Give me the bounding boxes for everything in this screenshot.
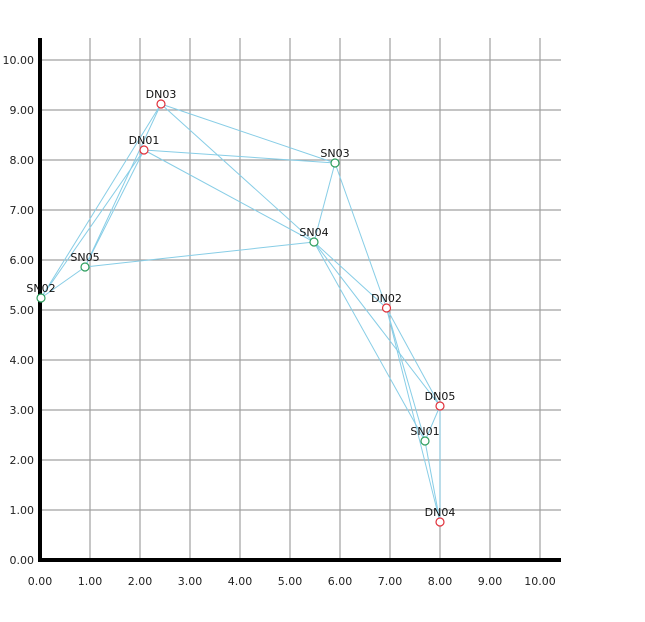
edge-SN03-SN04	[313, 162, 336, 243]
edge-DN03-SN03	[160, 103, 336, 164]
node-point-SN01	[420, 436, 430, 446]
y-tick-label: 3.00	[10, 404, 35, 417]
x-tick-label: 3.00	[178, 575, 203, 588]
node-label-SN04: SN04	[299, 226, 328, 239]
y-tick-label: 4.00	[10, 354, 35, 367]
x-tick-label: 10.00	[524, 575, 556, 588]
tick-labels: 0.00 1.00 2.00 3.00 4.00 5.00 6.00 7.00 8.00 9.00…	[3, 54, 556, 588]
edge-SN01-DN04	[424, 440, 441, 523]
grid-lines	[40, 38, 561, 560]
edge-SN02-SN05	[40, 266, 86, 299]
node-label-SN05: SN05	[70, 251, 99, 264]
edge-SN04-DN05	[313, 241, 441, 407]
x-tick-label: 0.00	[28, 575, 53, 588]
y-tick-label: 7.00	[10, 204, 35, 217]
edge-SN05-DN01	[84, 149, 145, 268]
node-label-SN03: SN03	[320, 147, 349, 160]
edge-SN03-DN02	[334, 162, 387, 309]
edge-SN05-DN03	[84, 103, 162, 268]
node-point-DN01	[139, 145, 149, 155]
edge-SN04-SN01	[313, 241, 426, 442]
node-label-SN01: SN01	[410, 425, 439, 438]
node-point-SN03	[330, 158, 340, 168]
axes	[38, 38, 561, 562]
x-tick-label: 9.00	[478, 575, 503, 588]
node-point-SN05	[80, 262, 90, 272]
nodes	[36, 99, 445, 527]
edge-SN05-SN04	[84, 241, 315, 268]
x-tick-label: 5.00	[278, 575, 303, 588]
edge-DN03-SN04	[160, 103, 315, 243]
edge-DN05-SN01	[424, 405, 441, 442]
x-tick-label: 8.00	[428, 575, 453, 588]
node-point-DN04	[435, 517, 445, 527]
node-labels: DN01 DN02 DN03 DN04 DN05 SN01 SN02 SN03 SN04 SN05	[26, 88, 455, 519]
edge-DN02-SN01	[386, 307, 426, 442]
node-point-SN02	[36, 293, 46, 303]
y-tick-label: 8.00	[10, 154, 35, 167]
x-tick-label: 2.00	[128, 575, 153, 588]
y-tick-label: 0.00	[10, 554, 35, 567]
edge-SN04-DN02	[313, 241, 387, 309]
node-label-DN01: DN01	[129, 134, 160, 147]
node-label-DN03: DN03	[146, 88, 177, 101]
node-label-DN05: DN05	[425, 390, 456, 403]
node-label-DN02: DN02	[371, 292, 402, 305]
x-tick-label: 4.00	[228, 575, 253, 588]
node-label-SN02: SN02	[26, 282, 55, 295]
edge-DN01-SN03	[143, 149, 336, 164]
y-tick-label: 2.00	[10, 454, 35, 467]
y-tick-label: 10.00	[3, 54, 35, 67]
edges	[40, 103, 441, 523]
node-point-DN03	[156, 99, 166, 109]
x-tick-label: 7.00	[378, 575, 403, 588]
edge-SN02-DN01	[40, 149, 145, 299]
y-tick-label: 5.00	[10, 304, 35, 317]
edge-DN02-DN05	[386, 307, 441, 407]
node-point-SN04	[309, 237, 319, 247]
y-tick-label: 9.00	[10, 104, 35, 117]
node-point-DN02	[381, 303, 392, 313]
x-tick-label: 1.00	[78, 575, 103, 588]
node-point-DN05	[435, 401, 445, 411]
x-tick-label: 6.00	[328, 575, 353, 588]
edge-DN01-SN04	[143, 149, 315, 243]
y-tick-label: 1.00	[10, 504, 35, 517]
y-tick-label: 6.00	[10, 254, 35, 267]
edge-DN02-DN04	[386, 307, 441, 523]
node-label-DN04: DN04	[425, 506, 456, 519]
edge-SN02-DN03	[40, 103, 162, 299]
